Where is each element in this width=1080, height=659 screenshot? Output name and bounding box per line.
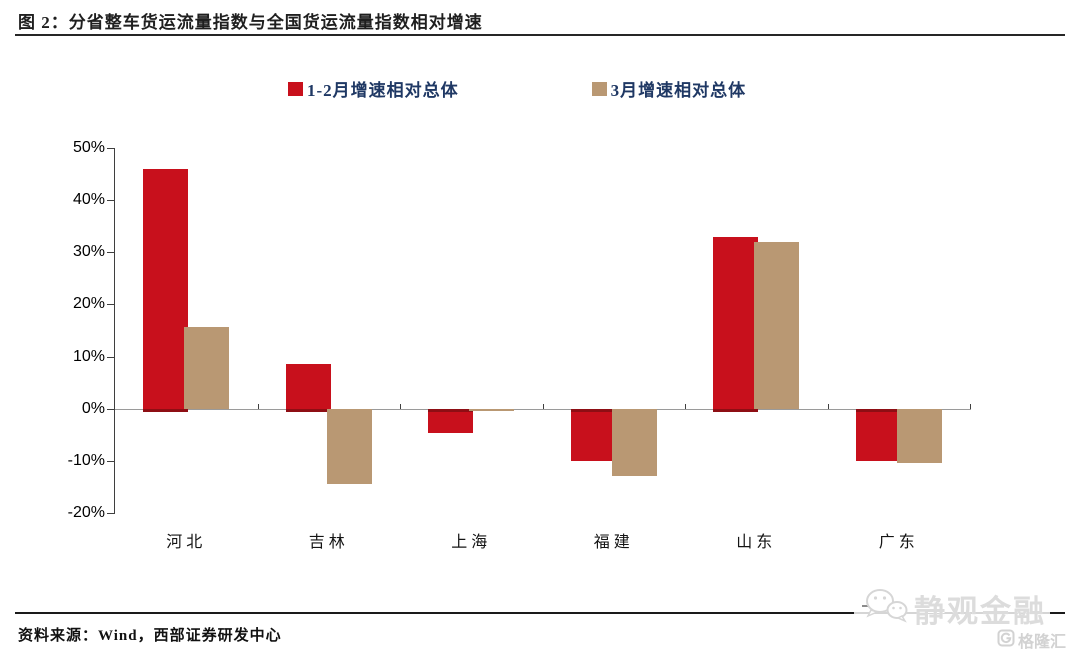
y-axis-tick-label: -10% (67, 451, 105, 469)
bar-series1-广东 (855, 408, 901, 462)
bar-series1-山东 (713, 236, 759, 412)
y-axis-tick (107, 200, 114, 202)
gelonghui-logo: 格隆汇 (997, 628, 1066, 652)
y-axis-tick-label: 0% (81, 399, 105, 417)
x-axis-category-label: 广东 (878, 534, 919, 551)
bar-series1-福建 (570, 408, 616, 462)
y-axis-tick (107, 460, 114, 462)
bottom-divider (15, 612, 1065, 614)
wechat-icon (858, 586, 910, 631)
y-axis-tick (107, 408, 114, 410)
gelonghui-logo-text: 格隆汇 (1017, 634, 1066, 651)
y-axis-tick-label: 10% (72, 347, 105, 365)
x-axis-tick (685, 403, 686, 409)
y-axis-tick (107, 252, 114, 254)
x-axis-category-label: 河北 (166, 534, 207, 551)
y-axis-line (114, 148, 115, 514)
bar-series2-山东 (754, 241, 800, 409)
y-axis-tick-label: 20% (72, 295, 105, 313)
figure-title: 图 2：分省整车货运流量指数与全国货运流量指数相对增速 (18, 13, 483, 32)
legend-label-series2: 3月增速相对总体 (610, 81, 747, 100)
wechat-watermark: 静观金融 (854, 586, 1050, 631)
y-axis-tick (107, 148, 114, 149)
y-axis-tick-label: 30% (72, 243, 105, 261)
gelonghui-g-icon (997, 629, 1015, 652)
y-axis-tick (107, 513, 114, 514)
legend-item-series2: 3月增速相对总体 (591, 76, 747, 101)
bar-series1-上海 (428, 408, 474, 433)
bar-series2-广东 (896, 408, 942, 464)
bar-series2-河北 (184, 326, 230, 409)
source-note: 资料来源：Wind，西部证券研发中心 (18, 628, 282, 644)
x-axis-category-label: 吉林 (308, 534, 349, 551)
y-axis-tick (107, 356, 114, 358)
x-axis-category-label: 山东 (736, 534, 777, 551)
x-axis-category-label: 上海 (451, 534, 492, 551)
bar-series1-吉林 (285, 364, 331, 412)
y-axis-tick-label: 50% (72, 139, 105, 156)
bar-series2-福建 (611, 408, 657, 477)
x-axis-tick (827, 403, 829, 409)
title-divider (15, 34, 1065, 36)
x-axis-tick (970, 403, 971, 409)
chart-legend: 1-2月增速相对总体 3月增速相对总体 (0, 76, 1080, 101)
x-axis-tick (542, 403, 544, 409)
x-axis-tick (400, 403, 401, 409)
y-axis-tick-label: 40% (72, 191, 105, 209)
bar-chart-plot-area: 50% 40% 30% 20% 10% 0% -10% -20% 河北 吉林 上海 福建 山东 广东 (68, 139, 971, 551)
legend-swatch-tan-icon (591, 81, 607, 96)
x-axis-category-label: 福建 (593, 534, 634, 551)
legend-item-series1: 1-2月增速相对总体 (288, 76, 459, 101)
watermark-account-name: 静观金融 (914, 594, 1046, 629)
bar-series2-吉林 (326, 408, 372, 485)
legend-swatch-red-icon (288, 81, 303, 96)
legend-label-series1: 1-2月增速相对总体 (307, 81, 459, 100)
x-axis-tick (257, 403, 259, 409)
y-axis-tick-label: -20% (67, 504, 105, 521)
bar-series2-上海 (469, 408, 515, 412)
y-axis-tick (107, 304, 114, 306)
x-axis-zero-line (115, 408, 971, 410)
bar-series1-河北 (143, 168, 189, 412)
